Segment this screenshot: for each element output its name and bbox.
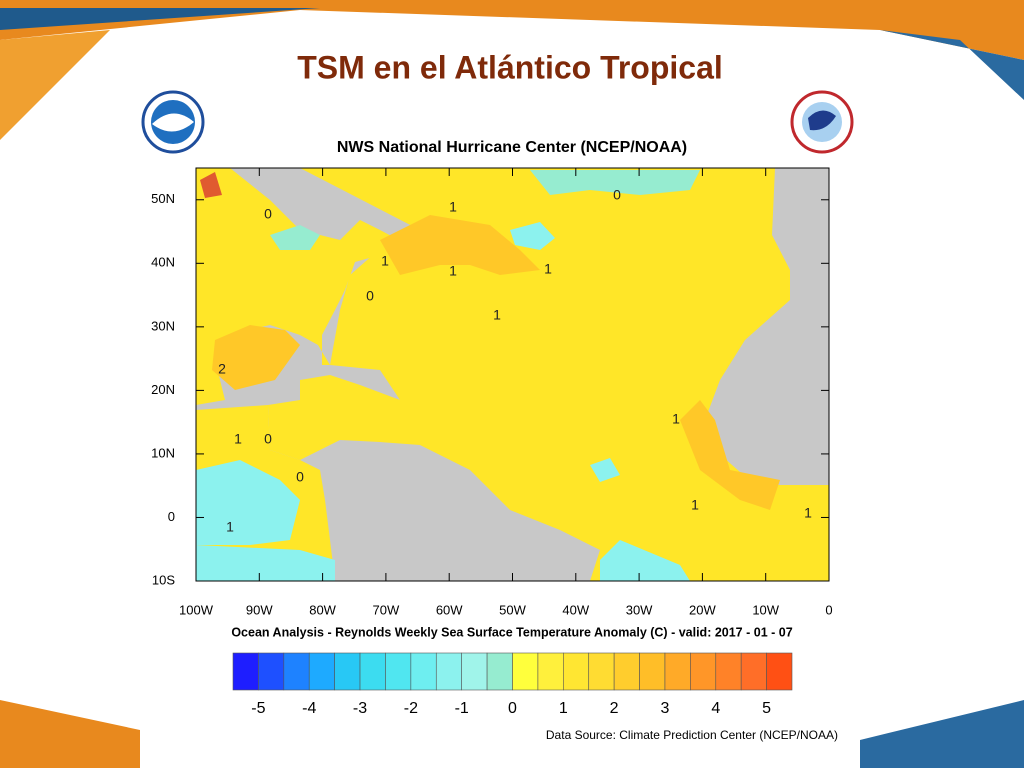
colorbar-cell [359, 652, 386, 691]
colorbar-cell [258, 652, 285, 691]
colorbar-tick-label: 0 [508, 700, 517, 717]
x-tick-label: 30W [626, 602, 653, 617]
anomaly-cool [600, 540, 690, 581]
colorbar-cell [283, 652, 310, 691]
decor-band [0, 0, 1024, 60]
contour-label: 0 [296, 469, 304, 485]
colorbar-cell [461, 652, 488, 691]
colorbar-cell [486, 652, 513, 691]
contour-label: 1 [672, 411, 680, 427]
contour-label: 1 [449, 199, 457, 215]
x-tick-label: 80W [309, 602, 336, 617]
y-tick-label: 20N [151, 382, 175, 397]
colorbar-tick-label: -4 [302, 700, 316, 717]
contour-label: 1 [226, 519, 234, 535]
map [196, 168, 829, 581]
colorbar-tick-label: -2 [404, 700, 418, 717]
colorbar-cell [740, 652, 767, 691]
decor-band [860, 700, 1024, 768]
colorbar-cell [690, 652, 717, 691]
colorbar-tick-label: 2 [610, 700, 619, 717]
anomaly-cool [590, 458, 620, 482]
decor-band [0, 8, 320, 30]
nws-logo [790, 90, 854, 154]
colorbar-cell [232, 652, 259, 691]
anomaly-warm [200, 172, 222, 198]
y-tick-label: 40N [151, 255, 175, 270]
x-tick-label: 20W [689, 602, 716, 617]
colorbar-cell [385, 652, 412, 691]
contour-label: 1 [691, 497, 699, 513]
map-title: NWS National Hurricane Center (NCEP/NOAA… [337, 139, 687, 156]
colorbar-tick-label: 4 [711, 700, 720, 717]
contour-label: 2 [218, 361, 226, 377]
x-tick-label: 40W [562, 602, 589, 617]
contour-label: 0 [264, 206, 272, 222]
anomaly-warm [680, 400, 780, 510]
colorbar-cell [664, 652, 691, 691]
colorbar-tick-label: -5 [251, 700, 265, 717]
y-tick-label: 0 [168, 509, 175, 524]
x-tick-label: 60W [436, 602, 463, 617]
colorbar-tick-label: 5 [762, 700, 771, 717]
colorbar-cell [537, 652, 564, 691]
colorbar-tick-label: -3 [353, 700, 367, 717]
colorbar-cell [639, 652, 666, 691]
y-tick-label: 10N [151, 445, 175, 460]
contour-label: 0 [613, 187, 621, 203]
colorbar-cell [334, 652, 361, 691]
anomaly-cool [196, 545, 335, 581]
colorbar-tick-label: 3 [661, 700, 670, 717]
colorbar-cell [512, 652, 539, 691]
anomaly-warm [212, 325, 300, 390]
colorbar-cell [613, 652, 640, 691]
contour-label: 0 [366, 288, 374, 304]
colorbar-cell [435, 652, 462, 691]
colorbar-cell [588, 652, 615, 691]
y-tick-label: 30N [151, 318, 175, 333]
y-tick-label: 10S [152, 572, 175, 587]
colorbar-cell [766, 652, 793, 691]
colorbar-cell [715, 652, 742, 691]
noaa-logo [141, 90, 205, 154]
x-tick-label: 100W [179, 602, 214, 617]
map-caption: Ocean Analysis - Reynolds Weekly Sea Sur… [231, 625, 792, 639]
decor-band [0, 700, 140, 768]
slide-title: TSM en el Atlántico Tropical [297, 49, 723, 85]
decor-band [880, 30, 1024, 100]
contour-label: 1 [381, 253, 389, 269]
anomaly-cool [510, 222, 555, 250]
colorbar-tick-label: 1 [559, 700, 568, 717]
y-tick-label: 50N [151, 191, 175, 206]
x-tick-label: 70W [373, 602, 400, 617]
anomaly-cool [530, 170, 700, 195]
colorbar-cell [308, 652, 335, 691]
colorbar-cell [563, 652, 590, 691]
anomaly-cool [196, 460, 300, 545]
decor-band [0, 30, 110, 140]
ocean [196, 168, 829, 581]
anomaly-warm [380, 215, 540, 275]
x-tick-label: 10W [752, 602, 779, 617]
x-tick-label: 90W [246, 602, 273, 617]
x-tick-label: 50W [499, 602, 526, 617]
contour-label: 1 [234, 431, 242, 447]
anomaly-cool [270, 225, 320, 250]
contour-label: 1 [449, 263, 457, 279]
contour-label: 1 [804, 505, 812, 521]
source: Data Source: Climate Prediction Center (… [546, 728, 838, 742]
colorbar-tick-label: -1 [455, 700, 469, 717]
contour-label: 0 [264, 431, 272, 447]
x-tick-label: 0 [825, 602, 832, 617]
contour-label: 1 [493, 307, 501, 323]
colorbar-cell [410, 652, 437, 691]
contour-label: 1 [544, 261, 552, 277]
